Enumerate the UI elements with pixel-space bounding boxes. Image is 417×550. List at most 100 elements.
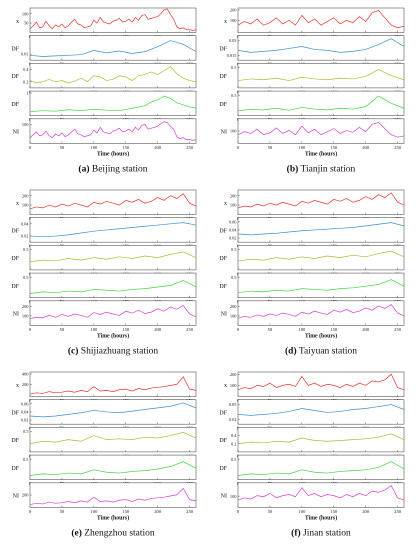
panel-zhengzhou-station: 050100150200250200400x0501001502002500.0…: [11, 372, 197, 538]
series-name-label: x: [16, 383, 19, 389]
series-name-label: DF: [11, 102, 19, 108]
x-tick-label: 250: [186, 327, 194, 332]
series-name-label: DF: [11, 284, 19, 290]
series-line: [237, 122, 405, 138]
y-tick-label: 0.01: [21, 52, 29, 57]
x-axis-label: Time (hours): [305, 150, 337, 157]
subplot-frame: [237, 371, 405, 397]
series-line: [29, 65, 197, 84]
subplot-frame: [29, 482, 197, 508]
series-name-label: DF: [11, 74, 19, 80]
subplot-0: 050100150200250100200x: [224, 8, 405, 39]
series-name-label: DF: [219, 46, 227, 52]
series-line: [237, 222, 405, 236]
series-name-label: DF: [11, 466, 19, 472]
subplot-frame: [237, 482, 405, 508]
y-tick-label: 100: [230, 203, 237, 208]
x-tick-label: 200: [154, 145, 162, 150]
subplot-frame: [237, 454, 405, 480]
subplot-3: 0501001502002500.5DF: [11, 272, 197, 304]
series-line: [29, 121, 197, 141]
x-tick-label: 150: [122, 145, 130, 150]
panel-shijiazhuang-station: 050100150200250100200x0501001502002500.0…: [11, 189, 197, 356]
subplot-3: 0501001502002500.5DF: [11, 454, 197, 486]
subplot-3: 0501001502002500.5DF: [219, 272, 405, 304]
y-tick-label: 0.5: [231, 457, 237, 462]
y-tick-label: 0.2: [231, 441, 237, 446]
subplot-2: 0501001502002500.5DF: [11, 427, 197, 458]
series-line: [29, 40, 197, 57]
x-tick-label: 200: [154, 327, 162, 332]
subplot-2: 0501001502002500.20.4DF: [219, 427, 405, 458]
caption-text: Jinan station: [301, 528, 351, 538]
subplot-frame: [237, 35, 405, 61]
panel-caption: (f) Jinan station: [291, 527, 351, 538]
series-name-label: DF: [219, 284, 227, 290]
x-tick-label: 0: [237, 145, 240, 150]
y-tick-label: 0.5: [23, 247, 29, 252]
subplot-frame: [29, 399, 197, 425]
x-tick-label: 0: [29, 327, 32, 332]
subplot-0: 050100150200250100200x: [16, 189, 197, 221]
series-name-label: x: [16, 201, 19, 207]
x-tick-label: 150: [330, 145, 338, 150]
y-tick-label: 0.5: [23, 429, 29, 434]
panel-caption: (e) Zhengzhou station: [71, 527, 155, 538]
series-line: [29, 487, 197, 505]
series-line: [237, 279, 405, 294]
y-tick-label: 0.02: [21, 234, 29, 239]
x-tick-label: 0: [29, 509, 32, 514]
y-tick-label: 0.5: [231, 65, 237, 70]
series-name-label: x: [224, 383, 227, 389]
subplot-frame: [29, 189, 197, 215]
y-tick-label: 0.02: [21, 418, 29, 423]
y-tick-label: 0.5: [231, 247, 237, 252]
series-name-label: DF: [11, 410, 19, 416]
y-tick-label: 0.04: [229, 228, 237, 233]
x-tick-label: 150: [330, 509, 338, 514]
x-tick-label: 50: [268, 327, 273, 332]
subplot-3: 0501001502002501DF: [11, 91, 197, 122]
y-tick-label: 0.4: [23, 67, 29, 72]
series-name-label: DF: [219, 102, 227, 108]
x-tick-label: 50: [60, 509, 65, 514]
x-tick-label: 50: [268, 509, 273, 514]
y-tick-label: 200: [230, 304, 237, 309]
y-tick-label: 200: [230, 193, 237, 198]
x-tick-label: 100: [90, 327, 98, 332]
subplot-3: 0501001502002500.5DF: [219, 454, 405, 486]
caption-label: (f): [291, 527, 301, 538]
series-name-label: NI: [13, 494, 19, 500]
subplot-frame: [237, 217, 405, 243]
panel-tianjin-station: 050100150200250100200x0501001502002500.0…: [219, 8, 405, 174]
x-tick-label: 100: [90, 145, 98, 150]
subplot-frame: [29, 272, 197, 298]
y-tick-label: 0.5: [231, 275, 237, 280]
series-line: [237, 192, 405, 209]
caption-label: (a): [78, 163, 89, 174]
series-name-label: NI: [221, 312, 227, 318]
y-tick-label: 0.04: [21, 221, 29, 226]
x-axis-label: Time (hours): [97, 332, 129, 339]
y-tick-label: 200: [22, 304, 29, 309]
x-tick-label: 100: [298, 327, 306, 332]
subplot-2: 0501001502002500.5DF: [219, 63, 405, 94]
y-tick-label: 0.06: [229, 219, 237, 224]
x-axis-label: Time (hours): [97, 150, 129, 157]
series-name-label: DF: [11, 46, 19, 52]
y-tick-label: 0.05: [229, 402, 237, 407]
subplot-frame: [29, 7, 197, 33]
series-line: [237, 304, 405, 319]
series-line: [237, 404, 405, 416]
caption-label: (e): [71, 527, 82, 538]
y-tick-label: 0.5: [23, 457, 29, 462]
series-name-label: NI: [221, 494, 227, 500]
y-tick-label: 200: [22, 493, 29, 498]
x-tick-label: 0: [29, 145, 32, 150]
caption-text: Taiyuan station: [297, 346, 358, 356]
subplot-frame: [237, 245, 405, 271]
